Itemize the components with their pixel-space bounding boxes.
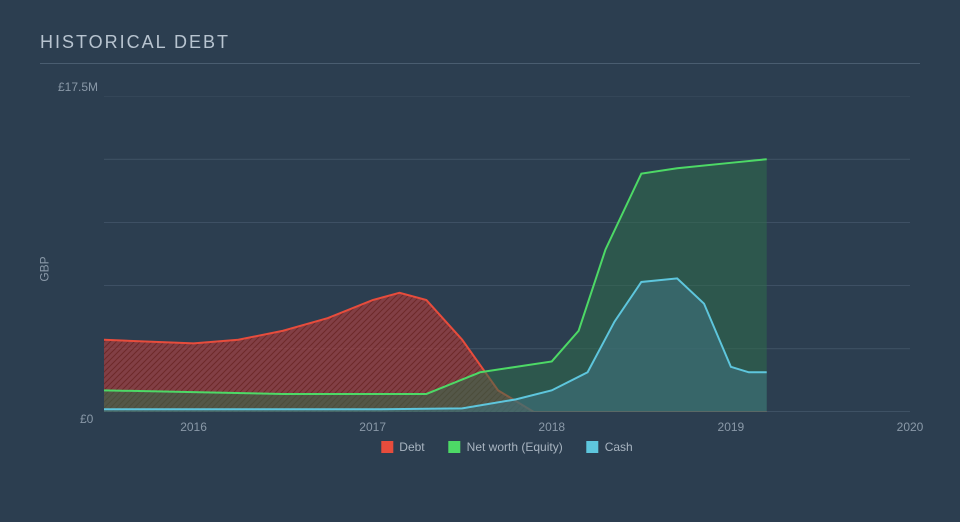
legend-label: Debt [399, 440, 424, 454]
x-tick: 2020 [897, 420, 924, 434]
legend-swatch [587, 441, 599, 453]
plot-region: 20162017201820192020 DebtNet worth (Equi… [104, 96, 910, 412]
legend: Debt Net worth (Equity) Cash [381, 440, 632, 454]
y-tick-bottom: £0 [80, 412, 93, 426]
plot-svg [104, 96, 910, 412]
x-tick: 2018 [538, 420, 565, 434]
legend-item: Debt [381, 440, 424, 454]
x-tick: 2017 [359, 420, 386, 434]
x-tick: 2016 [180, 420, 207, 434]
legend-label: Net worth (Equity) [467, 440, 563, 454]
y-tick-top: £17.5M [58, 80, 98, 94]
y-axis-label: GBP [38, 256, 52, 281]
chart-container: HISTORICAL DEBT GBP £17.5M £0 2016201720… [0, 0, 960, 522]
chart-title: HISTORICAL DEBT [40, 32, 920, 64]
legend-swatch [381, 441, 393, 453]
legend-label: Cash [605, 440, 633, 454]
legend-item: Net worth (Equity) [449, 440, 563, 454]
legend-swatch [449, 441, 461, 453]
chart-area: GBP £17.5M £0 20162017201820192020 DebtN… [40, 82, 920, 462]
legend-item: Cash [587, 440, 633, 454]
x-tick: 2019 [718, 420, 745, 434]
